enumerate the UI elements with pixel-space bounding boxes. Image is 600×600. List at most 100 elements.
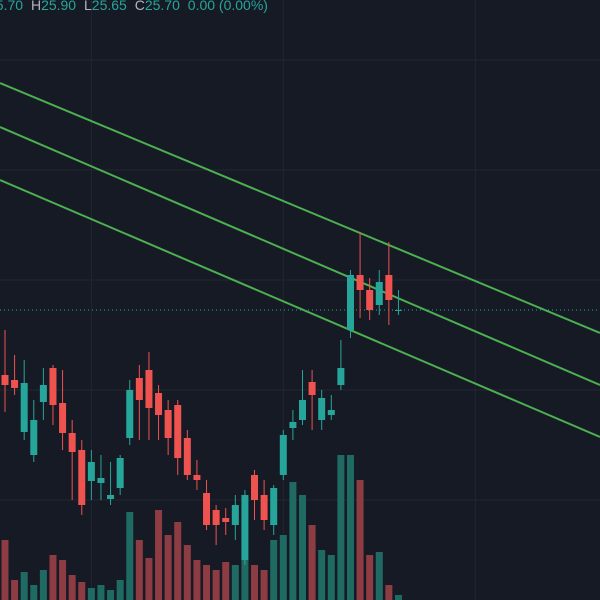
volume-bar	[279, 535, 287, 600]
volume-bar	[318, 550, 326, 600]
volume-bar	[298, 495, 306, 600]
volume-bar	[327, 555, 335, 600]
candle-body	[203, 493, 211, 525]
trend-line	[0, 82, 600, 334]
volume-bar	[375, 552, 383, 600]
trend-lines	[0, 82, 600, 438]
candle-body	[30, 420, 38, 455]
candle-body	[346, 275, 354, 330]
volume-bar	[20, 572, 28, 600]
trend-line	[0, 179, 600, 438]
candle-body	[366, 290, 374, 310]
volume-bar	[193, 560, 201, 600]
volume-bar	[174, 522, 182, 600]
high-value: 25.90	[41, 0, 76, 13]
candle-body	[251, 475, 259, 500]
candle-body	[145, 370, 153, 408]
volume-bar	[78, 582, 86, 600]
candle-body	[289, 422, 297, 428]
volume-bar	[1, 540, 9, 600]
candle-body	[78, 450, 86, 505]
candle-body	[385, 275, 393, 300]
volume-bar	[164, 535, 172, 600]
volume-bar	[155, 510, 163, 600]
volume-bar	[308, 525, 316, 600]
volume-bar	[59, 560, 67, 600]
candle-body	[212, 510, 220, 525]
low-value: 25.65	[92, 0, 127, 13]
candle-body	[260, 495, 268, 520]
candle-body	[193, 475, 201, 480]
candle-body	[155, 393, 163, 415]
candle-body	[126, 390, 134, 438]
volume-bar	[356, 480, 364, 600]
volume-bar	[346, 455, 354, 600]
candle-body	[337, 368, 345, 385]
volume-bar	[183, 545, 191, 600]
open-value: 25.70	[0, 0, 23, 13]
volume-bar	[203, 565, 211, 600]
volume-bar	[289, 482, 297, 600]
candle-body	[375, 282, 383, 305]
volume-bar	[11, 580, 19, 600]
high-label: H	[31, 0, 41, 13]
volume-bar	[87, 588, 95, 600]
low-label: L	[84, 0, 92, 13]
candle-body	[97, 478, 105, 483]
candle-body	[270, 488, 278, 525]
volume-bar	[30, 585, 38, 600]
candle-body	[174, 405, 182, 458]
volume-bar	[260, 570, 268, 600]
trend-line	[0, 126, 600, 386]
change: 0.00 (0.00%)	[188, 0, 268, 13]
candle-body	[356, 275, 364, 290]
candle-body	[231, 505, 239, 525]
candle-body	[11, 380, 19, 388]
candle-body	[20, 383, 28, 432]
volume-bar	[385, 585, 393, 600]
volume-bar	[145, 558, 153, 600]
candle-body	[394, 310, 402, 311]
candle-body	[164, 410, 172, 438]
volume-bar	[394, 595, 402, 600]
candle-body	[116, 458, 124, 488]
candle-body	[59, 403, 67, 433]
candle-body	[327, 410, 335, 415]
ohlc-legend: 25.70 H25.90 L25.65 C25.70 0.00 (0.00%)	[0, 0, 268, 13]
volume-bar	[49, 555, 57, 600]
close-label: C	[135, 0, 145, 13]
volume-bar	[222, 562, 230, 600]
volume-bar	[212, 570, 220, 600]
volume-bar	[135, 540, 143, 600]
candle-body	[39, 385, 47, 402]
volume-bar	[116, 580, 124, 600]
volume-bar	[97, 585, 105, 600]
candle-body	[68, 433, 76, 452]
candle-body	[298, 400, 306, 420]
volume-bar	[68, 575, 76, 600]
candle-body	[183, 438, 191, 475]
candles	[1, 232, 402, 565]
candle-body	[222, 518, 230, 522]
volume-bar	[241, 560, 249, 600]
volume-bar	[270, 540, 278, 600]
candle-body	[135, 378, 143, 400]
volume-bar	[366, 555, 374, 600]
candle-body	[279, 435, 287, 475]
candle-body	[49, 368, 57, 405]
candle-body	[241, 495, 249, 560]
volume-bar	[337, 455, 345, 600]
volume-bar	[231, 565, 239, 600]
candle-body	[107, 495, 115, 499]
volume-bar	[39, 570, 47, 600]
candle-body	[308, 382, 316, 395]
candle-body	[1, 375, 9, 385]
volume-bar	[107, 590, 115, 600]
candle-body	[87, 462, 95, 481]
volume-bar	[251, 565, 259, 600]
close-value: 25.70	[145, 0, 180, 13]
candle-body	[318, 398, 326, 420]
volume-bar	[126, 512, 134, 600]
volume-bars	[1, 455, 402, 600]
